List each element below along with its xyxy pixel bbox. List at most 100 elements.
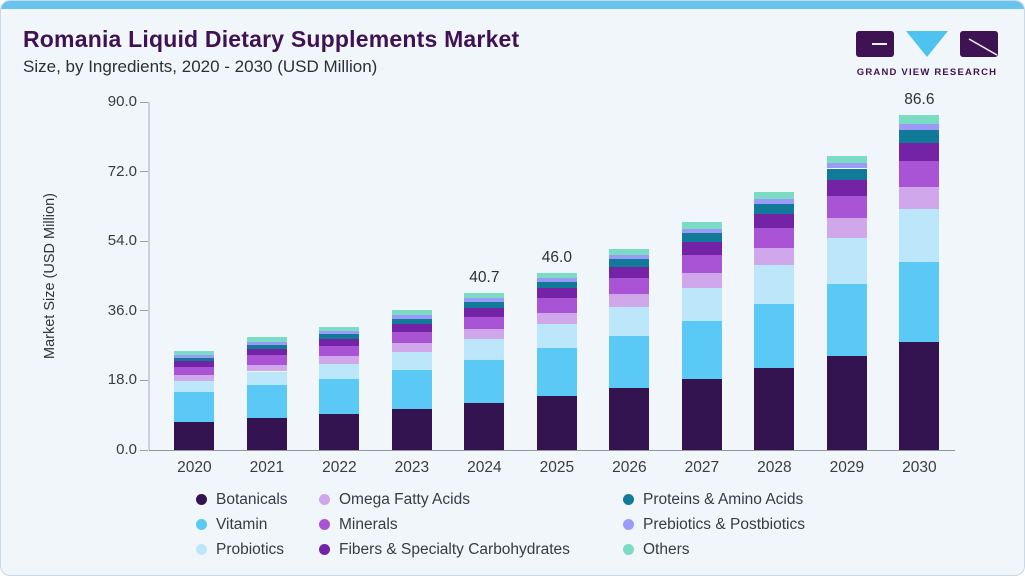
bar-segment-fibers-specialty-carbohydrates-2027 bbox=[681, 241, 722, 255]
x-axis-label-2029: 2029 bbox=[829, 459, 865, 476]
legend-swatch-omega-fatty-acids bbox=[319, 494, 330, 505]
legend-item-vitamin: Vitamin bbox=[196, 512, 288, 537]
bar-segment-vitamin-2020 bbox=[174, 392, 215, 422]
y-axis-tick bbox=[140, 449, 148, 451]
y-axis-title: Market Size (USD Million) bbox=[42, 193, 58, 359]
bar-segment-botanicals-2029 bbox=[826, 355, 867, 450]
gvr-logo-text: GRAND VIEW RESEARCH bbox=[856, 67, 998, 78]
bar-segment-others-2026 bbox=[609, 248, 650, 256]
x-axis-label-2026: 2026 bbox=[612, 459, 647, 476]
legend-swatch-fibers-specialty-carbohydrates bbox=[319, 544, 330, 555]
y-axis-line bbox=[148, 102, 150, 450]
bar-value-label-2030: 86.6 bbox=[904, 91, 935, 109]
bar-segment-fibers-specialty-carbohydrates-2024 bbox=[464, 307, 505, 317]
bar-segment-others-2024 bbox=[464, 293, 505, 299]
bar-segment-botanicals-2022 bbox=[319, 414, 360, 450]
legend-item-minerals: Minerals bbox=[319, 512, 570, 537]
bar-segment-botanicals-2024 bbox=[464, 402, 505, 450]
bar-segment-fibers-specialty-carbohydrates-2022 bbox=[319, 338, 360, 346]
y-axis-tick bbox=[140, 310, 148, 312]
bar-segment-omega-fatty-acids-2020 bbox=[174, 375, 215, 382]
bar-value-label-2024: 40.7 bbox=[469, 269, 500, 286]
y-axis-tick-label: 36.0 bbox=[107, 301, 137, 319]
bar-segment-proteins-amino-acids-2020 bbox=[174, 357, 215, 362]
bar-segment-vitamin-2027 bbox=[681, 320, 722, 380]
x-axis-label-2024: 2024 bbox=[467, 459, 502, 476]
bar-segment-omega-fatty-acids-2025 bbox=[536, 312, 577, 324]
bar-segment-vitamin-2030 bbox=[899, 262, 940, 343]
bar-segment-fibers-specialty-carbohydrates-2030 bbox=[899, 142, 940, 162]
bar-segment-botanicals-2020 bbox=[174, 421, 215, 450]
legend-item-omega-fatty-acids: Omega Fatty Acids bbox=[319, 487, 570, 512]
y-axis-tick bbox=[140, 101, 148, 103]
page-title: Romania Liquid Dietary Supplements Marke… bbox=[23, 26, 520, 52]
bar-segment-fibers-specialty-carbohydrates-2026 bbox=[609, 266, 650, 278]
bar-segment-probiotics-2026 bbox=[609, 306, 650, 336]
legend-label-botanicals: Botanicals bbox=[216, 490, 288, 508]
bar-segment-proteins-amino-acids-2028 bbox=[754, 203, 795, 214]
bar-segment-prebiotics-postbiotics-2028 bbox=[754, 198, 795, 204]
bar-segment-botanicals-2030 bbox=[899, 342, 940, 450]
legend-label-others: Others bbox=[643, 540, 690, 558]
y-axis-tick bbox=[140, 379, 148, 381]
x-axis-label-2023: 2023 bbox=[394, 459, 430, 476]
bar-segment-proteins-amino-acids-2030 bbox=[899, 129, 940, 143]
bar-segment-botanicals-2023 bbox=[391, 408, 432, 450]
bar-segment-probiotics-2020 bbox=[174, 381, 215, 393]
bar-segment-proteins-amino-acids-2026 bbox=[609, 259, 650, 267]
bar-segment-fibers-specialty-carbohydrates-2025 bbox=[536, 288, 577, 299]
bar-segment-botanicals-2026 bbox=[609, 388, 650, 450]
bar-segment-fibers-specialty-carbohydrates-2020 bbox=[174, 361, 215, 367]
bar-segment-others-2028 bbox=[754, 191, 795, 199]
bar-segment-others-2023 bbox=[391, 310, 432, 316]
legend-label-proteins-amino-acids: Proteins & Amino Acids bbox=[643, 490, 804, 508]
y-axis-tick-label: 54.0 bbox=[107, 232, 137, 250]
top-accent-strip bbox=[1, 1, 1024, 9]
bar-segment-minerals-2021 bbox=[246, 355, 287, 365]
x-axis-line bbox=[149, 449, 955, 451]
y-axis-tick-label: 72.0 bbox=[107, 162, 137, 180]
bar-segment-probiotics-2025 bbox=[536, 323, 577, 349]
bar-segment-vitamin-2026 bbox=[609, 335, 650, 389]
x-axis-label-2020: 2020 bbox=[177, 459, 212, 476]
bar-segment-prebiotics-postbiotics-2025 bbox=[536, 277, 577, 282]
legend-column-3: Proteins & Amino Acids Prebiotics & Postb… bbox=[623, 487, 805, 562]
bar-segment-prebiotics-postbiotics-2022 bbox=[319, 331, 360, 335]
bar-segment-omega-fatty-acids-2027 bbox=[681, 272, 722, 288]
legend-swatch-vitamin bbox=[196, 519, 207, 530]
bar-segment-minerals-2028 bbox=[754, 228, 795, 249]
legend-label-vitamin: Vitamin bbox=[216, 515, 268, 533]
bar-segment-probiotics-2028 bbox=[754, 264, 795, 304]
bar-segment-vitamin-2022 bbox=[319, 378, 360, 415]
legend-item-proteins-amino-acids: Proteins & Amino Acids bbox=[623, 487, 805, 512]
bar-segment-vitamin-2024 bbox=[464, 359, 505, 403]
x-axis-label-2022: 2022 bbox=[322, 459, 357, 476]
bar-segment-omega-fatty-acids-2021 bbox=[246, 364, 287, 372]
bar-segment-omega-fatty-acids-2030 bbox=[899, 186, 940, 209]
bar-segment-others-2030 bbox=[899, 115, 940, 124]
legend-label-omega-fatty-acids: Omega Fatty Acids bbox=[339, 490, 470, 508]
bar-segment-others-2029 bbox=[826, 155, 867, 164]
bar-segment-probiotics-2022 bbox=[319, 363, 360, 379]
legend-swatch-botanicals bbox=[196, 494, 207, 505]
y-axis-tick bbox=[140, 171, 148, 173]
bar-segment-prebiotics-postbiotics-2023 bbox=[391, 315, 432, 319]
bar-segment-minerals-2029 bbox=[826, 195, 867, 219]
bar-segment-prebiotics-postbiotics-2027 bbox=[681, 228, 722, 234]
bar-segment-proteins-amino-acids-2025 bbox=[536, 281, 577, 289]
bar-segment-vitamin-2029 bbox=[826, 283, 867, 356]
bar-segment-probiotics-2023 bbox=[391, 351, 432, 370]
bar-segment-fibers-specialty-carbohydrates-2021 bbox=[246, 348, 287, 356]
bar-segment-prebiotics-postbiotics-2029 bbox=[826, 163, 867, 169]
bar-segment-prebiotics-postbiotics-2021 bbox=[246, 341, 287, 345]
bar-segment-prebiotics-postbiotics-2020 bbox=[174, 354, 215, 358]
legend-swatch-probiotics bbox=[196, 544, 207, 555]
bar-value-label-2025: 46.0 bbox=[541, 248, 572, 266]
legend-label-fibers-specialty-carbohydrates: Fibers & Specialty Carbohydrates bbox=[339, 540, 570, 558]
bar-segment-omega-fatty-acids-2024 bbox=[464, 329, 505, 340]
bar-segment-vitamin-2025 bbox=[536, 348, 577, 396]
bar-segment-omega-fatty-acids-2026 bbox=[609, 294, 650, 307]
bar-segment-botanicals-2021 bbox=[246, 417, 287, 450]
bar-segment-minerals-2024 bbox=[464, 316, 505, 330]
